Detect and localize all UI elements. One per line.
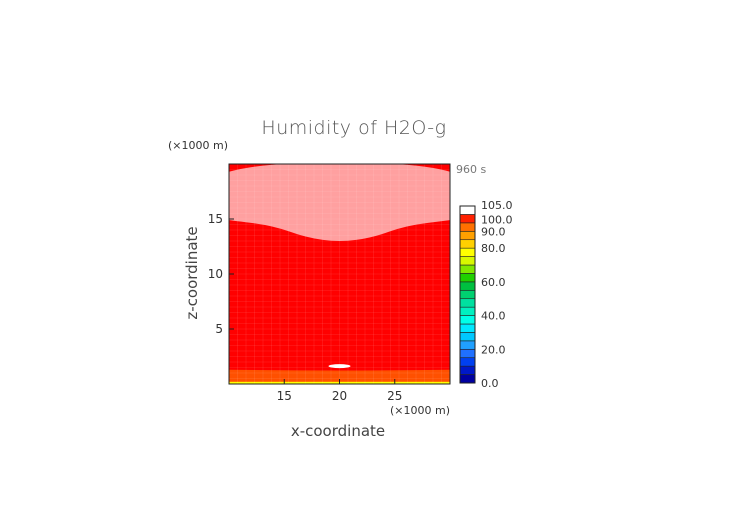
colorbar-tick-label: 105.0 [481,199,513,212]
x-axis-label: x-coordinate [291,422,385,440]
colorbar-level [459,239,476,249]
y-axis-ticks: 5 10 15 [208,212,234,336]
y-tick-label: 15 [208,212,223,226]
colorbar-level [459,365,476,375]
colorbar-level [459,357,476,367]
colorbar-level [459,374,476,384]
colorbar-level [459,214,476,224]
colorbar-tick-label: 80.0 [481,242,506,255]
plot-frame [228,163,451,385]
x-tick-label: 20 [332,389,347,403]
colorbar-level [459,289,476,300]
colorbar-level [459,222,476,232]
colorbar-level [459,273,476,283]
y-tick-label: 10 [208,267,223,281]
z-unit-label: (×1000 m) [168,139,228,152]
chart-title: Humidity of H2O-g [261,117,446,139]
colorbar-tick-label: 20.0 [481,343,506,356]
colorbar-frame [459,205,476,384]
y-tick-label: 5 [215,322,223,336]
colorbar-level [459,205,476,215]
colorbar-tick-label: 40.0 [481,310,506,323]
colorbar-tick-label: 60.0 [481,276,506,289]
x-axis-ticks: 15 20 25 [277,379,402,403]
colorbar-level [459,315,476,325]
region-top-left-corner [229,164,285,172]
y-axis-label: z-coordinate [183,226,201,319]
x-tick-label: 25 [387,389,402,403]
colorbar-tick-label: 100.0 [481,213,513,226]
colorbar-level [459,281,476,291]
x-unit-label: (×1000 m) [390,404,450,417]
colorbar-level [459,298,476,308]
colorbar-level [459,332,476,342]
region-top-right-corner [394,164,450,172]
time-label: 960 s [456,163,486,176]
colorbar-level [459,256,476,266]
colorbar-level [459,348,476,359]
colorbar-level [459,340,476,350]
colorbar-level [459,230,476,241]
colorbar-tick-label: 0.0 [481,377,499,390]
colorbar-tick-label: 90.0 [481,225,506,238]
x-tick-label: 15 [277,389,292,403]
region-bubble [328,364,351,369]
colorbar-level [459,323,476,333]
region-upper-saturated [229,164,450,241]
plot-area [228,163,451,385]
colorbar-level [459,247,476,257]
colorbar-level [459,264,476,274]
colorbar [459,205,476,384]
colorbar-level [459,306,476,316]
